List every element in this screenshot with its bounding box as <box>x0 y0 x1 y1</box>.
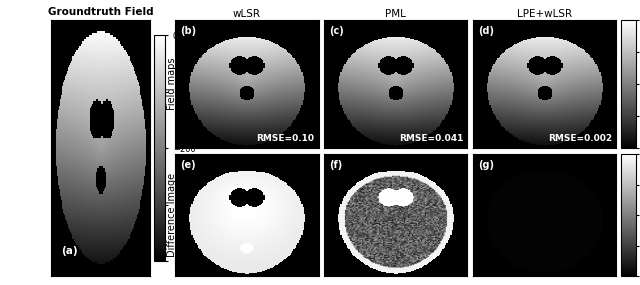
Text: Groundtruth Field: Groundtruth Field <box>48 7 154 17</box>
Text: Difference Image: Difference Image <box>166 173 177 257</box>
Text: (a): (a) <box>61 246 77 256</box>
Text: (c): (c) <box>330 27 344 36</box>
Text: (b): (b) <box>180 27 196 36</box>
Text: RMSE=0.10: RMSE=0.10 <box>256 134 314 143</box>
Title: LPE+wLSR: LPE+wLSR <box>517 9 572 19</box>
Title: wLSR: wLSR <box>232 9 260 19</box>
Title: PML: PML <box>385 9 406 19</box>
Text: Field maps: Field maps <box>166 58 177 110</box>
Text: (f): (f) <box>330 160 342 170</box>
Text: RMSE=0.002: RMSE=0.002 <box>548 134 612 143</box>
Text: (g): (g) <box>478 160 494 170</box>
Text: (e): (e) <box>180 160 196 170</box>
Text: RMSE=0.041: RMSE=0.041 <box>399 134 463 143</box>
Text: (d): (d) <box>478 27 494 36</box>
